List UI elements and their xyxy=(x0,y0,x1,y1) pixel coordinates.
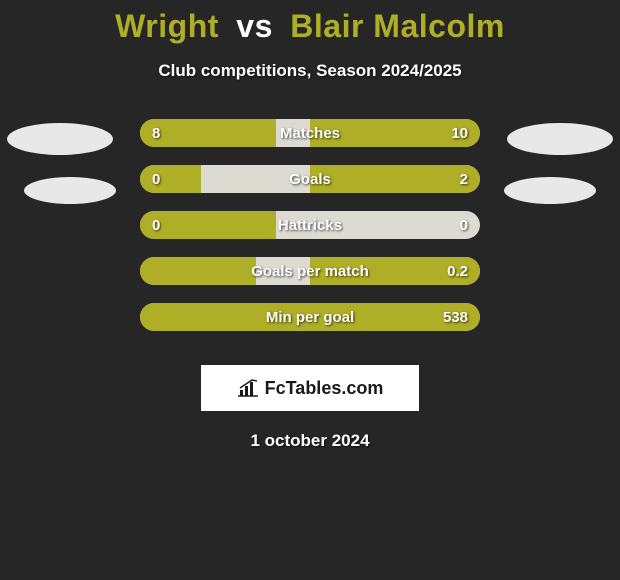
avatar-placeholder-right-1 xyxy=(507,123,613,155)
subtitle: Club competitions, Season 2024/2025 xyxy=(0,61,620,81)
stat-bar: 00Hattricks xyxy=(140,211,480,239)
stat-value-right: 0 xyxy=(460,211,468,239)
player2-name: Blair Malcolm xyxy=(290,8,505,44)
watermark-text: FcTables.com xyxy=(265,378,384,399)
watermark: FcTables.com xyxy=(201,365,419,411)
avatar-placeholder-right-2 xyxy=(504,177,596,204)
comparison-card: Wright vs Blair Malcolm Club competition… xyxy=(0,0,620,451)
stat-bar: 810Matches xyxy=(140,119,480,147)
stat-value-left: 0 xyxy=(152,165,160,193)
stat-value-right: 538 xyxy=(443,303,468,331)
date-text: 1 october 2024 xyxy=(0,431,620,451)
stat-fill-left xyxy=(140,257,256,285)
stat-value-right: 2 xyxy=(460,165,468,193)
stat-bar: 0.2Goals per match xyxy=(140,257,480,285)
stats-area: 810Matches02Goals00Hattricks0.2Goals per… xyxy=(0,119,620,359)
stat-bar: 538Min per goal xyxy=(140,303,480,331)
stat-value-left: 8 xyxy=(152,119,160,147)
stat-bar: 02Goals xyxy=(140,165,480,193)
stat-fill-left xyxy=(140,211,276,239)
avatar-placeholder-left-1 xyxy=(7,123,113,155)
stat-fill-left xyxy=(140,119,276,147)
stat-fill-right xyxy=(310,165,480,193)
stat-value-left: 0 xyxy=(152,211,160,239)
vs-text: vs xyxy=(236,8,273,44)
stat-value-right: 10 xyxy=(451,119,468,147)
stat-track-right xyxy=(310,211,480,239)
stat-value-right: 0.2 xyxy=(447,257,468,285)
avatar-placeholder-left-2 xyxy=(24,177,116,204)
stat-fill-left xyxy=(140,303,310,331)
chart-icon xyxy=(237,379,259,397)
player1-name: Wright xyxy=(115,8,219,44)
page-title: Wright vs Blair Malcolm xyxy=(0,8,620,45)
stat-bars: 810Matches02Goals00Hattricks0.2Goals per… xyxy=(140,119,480,349)
stat-fill-left xyxy=(140,165,201,193)
